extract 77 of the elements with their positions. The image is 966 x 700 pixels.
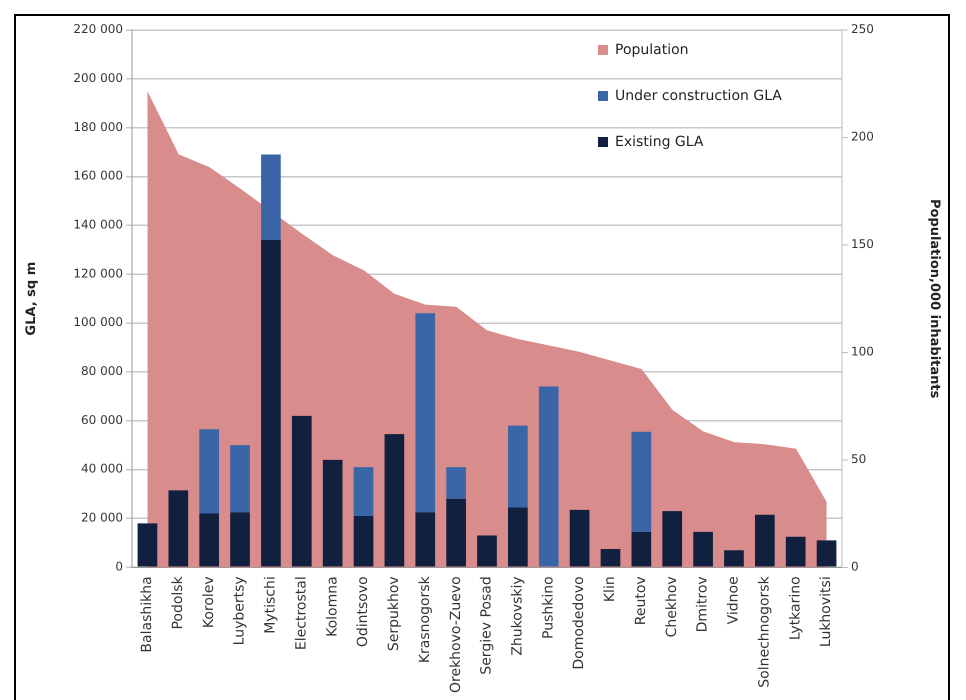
y-tick-label: 180 000: [73, 120, 123, 134]
y-tick-label: 120 000: [73, 266, 123, 280]
bar: [199, 514, 220, 567]
y-tick-label: 80 000: [81, 364, 123, 378]
x-tick-label: Orekhovo-Zuevo: [448, 576, 464, 693]
y-tick-label: 0: [115, 559, 123, 574]
x-tick-label: Pushkino: [540, 576, 556, 639]
legend-label: Under construction GLA: [615, 88, 782, 104]
y-tick-label: 100 000: [73, 315, 123, 330]
x-tick-label: Lytkarino: [787, 576, 804, 640]
x-tick-label: Serpukhov: [386, 576, 402, 652]
bar: [230, 512, 250, 567]
y2-tick-label: 250: [851, 22, 874, 36]
bar: [508, 426, 528, 508]
bar: [415, 512, 436, 567]
legend-label: Existing GLA: [615, 134, 704, 150]
bar: [477, 536, 497, 567]
y2-tick-label: 50: [851, 452, 866, 466]
x-tick-label: Balashikha: [139, 576, 156, 653]
x-tick-label: Kolomna: [324, 576, 340, 637]
y-tick-label: 20 000: [81, 510, 123, 525]
bar: [168, 490, 188, 567]
bar: [354, 516, 374, 567]
x-tick-label: Chekhov: [664, 576, 680, 638]
bar: [322, 460, 342, 567]
bar: [138, 523, 158, 567]
x-tick-label: Reutov: [632, 576, 649, 626]
x-tick-label: Electrostal: [293, 576, 310, 650]
y-tick-label: 200 000: [73, 70, 123, 85]
y2-tick-label: 150: [851, 237, 874, 252]
x-tick-label: Klin: [602, 576, 618, 602]
x-tick-label: Sergiev Posad: [478, 576, 495, 675]
bar: [354, 467, 374, 516]
bar: [292, 416, 312, 567]
bar: [261, 154, 281, 240]
bar: [693, 532, 713, 567]
x-tick-label: Dmitrov: [694, 576, 711, 632]
x-tick-label: Krasnogorsk: [416, 575, 433, 664]
y-tick-label: 220 000: [73, 22, 123, 36]
bar: [415, 313, 436, 512]
bar: [754, 514, 775, 567]
bar: [724, 550, 744, 567]
y-tick-label: 160 000: [73, 168, 123, 183]
x-tick-label: Lukhovitsi: [818, 576, 834, 648]
y2-tick-label: 200: [851, 130, 874, 144]
bar: [816, 540, 836, 567]
y-tick-label: 40 000: [81, 462, 123, 476]
x-tick-label: Vidnoe: [726, 576, 742, 624]
legend-label: Population: [615, 42, 689, 58]
bar: [384, 434, 404, 567]
x-tick-label: Podolsk: [170, 575, 186, 630]
x-tick-label: Domodedovo: [571, 576, 588, 670]
x-tick-label: Luybertsy: [232, 576, 248, 646]
bar: [446, 467, 466, 499]
y2-axis-title: Population,000 inhabitants: [926, 198, 942, 399]
y2-tick-label: 0: [851, 559, 859, 574]
bar: [508, 507, 528, 567]
bar: [446, 498, 466, 567]
bar: [199, 429, 220, 514]
x-tick-label: Solnechnogorsk: [756, 575, 772, 688]
y-tick-label: 140 000: [73, 218, 123, 232]
y2-tick-label: 100: [851, 344, 874, 358]
bar: [662, 511, 682, 567]
bar: [632, 532, 652, 567]
y-axis-title: GLA, sq m: [24, 262, 40, 336]
bar: [570, 510, 590, 567]
x-tick-label: Odintsovo: [355, 576, 372, 648]
x-tick-label: Zhukovskiy: [510, 576, 526, 656]
bar: [600, 548, 620, 567]
bar: [538, 386, 559, 567]
y-tick-label: 60 000: [81, 412, 123, 427]
bar: [261, 240, 281, 567]
bar: [230, 445, 250, 512]
bar: [786, 536, 806, 567]
x-tick-label: Mytischi: [262, 576, 279, 634]
bar: [632, 432, 652, 532]
x-tick-label: Korolev: [200, 576, 217, 628]
